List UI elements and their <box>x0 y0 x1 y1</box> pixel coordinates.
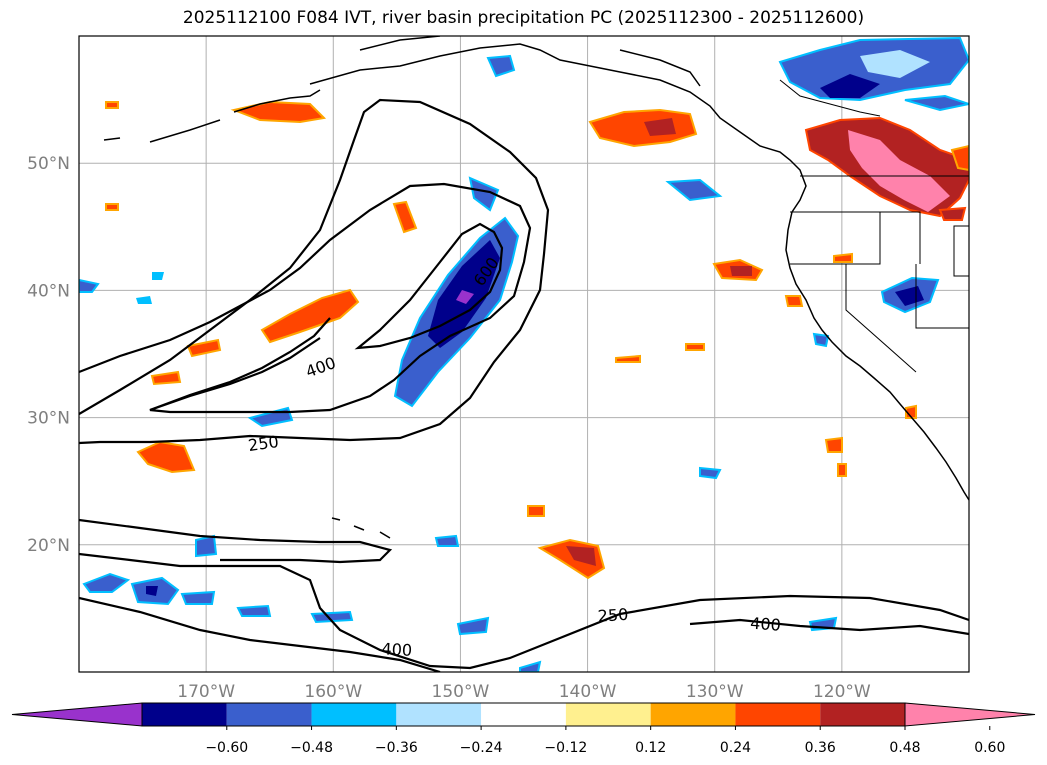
colorbar-box <box>820 703 905 726</box>
positive-anomaly-patch <box>105 203 119 211</box>
positive-anomaly-patch <box>837 463 847 477</box>
negative-anomaly-patch <box>904 94 969 112</box>
negative-anomaly-patch <box>236 604 272 617</box>
ivt-contours <box>79 98 969 672</box>
negative-anomaly-patch <box>152 272 164 280</box>
negative-anomaly-patch <box>895 286 924 306</box>
positive-anomaly-patch <box>566 546 596 566</box>
negative-anomaly-patch <box>82 572 131 593</box>
negative-anomaly-patch <box>486 54 516 78</box>
positive-anomaly-patch <box>615 354 641 363</box>
lon-tick-label: 150°W <box>432 682 490 702</box>
colorbar-tick-label: 0.24 <box>720 740 751 756</box>
negative-anomaly-patch <box>860 50 930 78</box>
colorbar: −0.60 −0.48 −0.36 −0.24 −0.12 0.12 0.24 0.36 0.4… <box>11 702 1036 756</box>
ivt-contour-inner-west <box>149 317 331 412</box>
colorbar-box <box>311 703 397 726</box>
negative-anomaly-patch <box>195 534 218 558</box>
colorbar-tick-label: 0.48 <box>889 740 920 756</box>
contour-label: 250 <box>597 605 629 626</box>
negative-anomaly-patch <box>434 534 460 547</box>
ivt-contour-250 <box>79 98 550 445</box>
positive-anomaly-patch <box>105 101 119 109</box>
lat-tick-label: 50°N <box>27 154 70 174</box>
negative-anomaly-band <box>468 176 500 212</box>
negative-anomaly-patch <box>665 178 723 202</box>
contour-label: 400 <box>381 639 412 660</box>
ivt-contour-400-east <box>689 618 969 636</box>
colorbar-tick-label: −0.36 <box>375 740 418 756</box>
ivt-contour-600 <box>354 222 504 350</box>
lon-tick-label: 170°W <box>177 682 235 702</box>
colorbar-tick-label: −0.12 <box>544 740 587 756</box>
colorbar-tick-label: 0.36 <box>805 740 836 756</box>
positive-anomaly-patch <box>644 118 676 136</box>
precip-anomaly-fills <box>79 36 969 672</box>
ivt-contour-400-south <box>79 596 441 672</box>
positive-anomaly-patch <box>527 505 545 517</box>
positive-anomaly-patch <box>848 130 950 212</box>
lat-tick-label: 30°N <box>27 409 70 429</box>
negative-anomaly-patch <box>146 586 158 596</box>
colorbar-tick-label: 0.12 <box>635 740 666 756</box>
negative-anomaly-patch <box>310 610 354 624</box>
positive-anomaly-patch <box>938 206 967 221</box>
colorbar-tick-label: −0.60 <box>205 740 248 756</box>
lon-tick-label: 160°W <box>304 682 362 702</box>
political-boundaries <box>779 79 969 373</box>
ivt-contour-400-west <box>79 518 393 564</box>
extreme-negative-core <box>456 290 474 304</box>
positive-anomaly-patch <box>730 266 752 276</box>
map-frame <box>78 35 970 673</box>
colorbar-box <box>142 703 227 726</box>
positive-anomaly-patch <box>392 200 418 234</box>
colorbar-extend-min <box>11 702 143 727</box>
positive-anomaly-patch <box>824 436 843 453</box>
positive-anomaly-patch <box>186 338 222 358</box>
negative-anomaly-patch <box>519 660 542 672</box>
lat-tick-label: 40°N <box>27 281 70 301</box>
positive-anomaly-patch <box>950 144 969 172</box>
contour-label: 400 <box>750 614 782 635</box>
negative-anomaly-patch <box>812 332 830 348</box>
positive-anomaly-patch <box>150 370 182 386</box>
negative-anomaly-patch <box>699 466 722 480</box>
positive-anomaly-patch <box>784 295 804 307</box>
colorbar-box <box>565 703 651 726</box>
lat-tick-label: 20°N <box>27 536 70 556</box>
colorbar-extend-max <box>904 702 1036 727</box>
lon-tick-label: 140°W <box>559 682 617 702</box>
latitude-labels: 20°N 30°N 40°N 50°N <box>27 154 70 556</box>
colorbar-tick-label: 0.60 <box>974 740 1005 756</box>
negative-anomaly-patch <box>79 278 100 293</box>
positive-anomaly-patch <box>833 252 853 263</box>
negative-anomaly-patch <box>136 296 152 304</box>
positive-anomaly-patch <box>685 343 705 351</box>
ivt-contour-400 <box>79 182 532 414</box>
colorbar-box <box>650 703 736 726</box>
negative-anomaly-patch <box>456 616 490 636</box>
coastlines <box>103 36 969 539</box>
colorbar-tick-label: −0.24 <box>460 740 503 756</box>
ivt-contour-250-south <box>79 552 969 670</box>
colorbar-box <box>226 703 312 726</box>
colorbar-box <box>396 703 482 726</box>
negative-anomaly-patch <box>820 74 880 98</box>
colorbar-box <box>481 703 566 726</box>
map-title: 2025112100 F084 IVT, river basin precipi… <box>182 8 865 28</box>
colorbar-outline <box>141 702 906 727</box>
lon-tick-label: 130°W <box>686 682 744 702</box>
colorbar-tick-label: −0.48 <box>290 740 333 756</box>
negative-anomaly-patch <box>180 590 216 605</box>
lon-tick-label: 120°W <box>813 682 871 702</box>
positive-anomaly-patch <box>260 288 360 344</box>
contour-label: 250 <box>247 432 280 455</box>
colorbar-box <box>735 703 821 726</box>
longitude-labels: 170°W 160°W 150°W 140°W 130°W 120°W <box>177 682 871 702</box>
